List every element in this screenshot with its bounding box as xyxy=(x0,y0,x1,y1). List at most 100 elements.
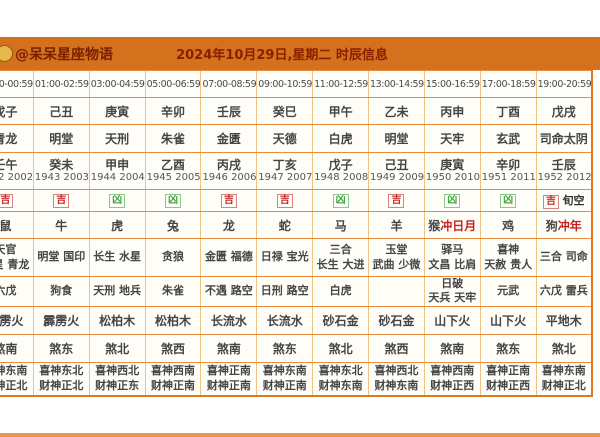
cell-time-range-8: 15:00-16:59 xyxy=(423,70,481,98)
cell-unlucky-gods-7 xyxy=(368,276,425,307)
cell-year-3: 乙酉 1945 2005 xyxy=(144,152,202,190)
cell-nayin-8: 山下火 xyxy=(423,305,481,335)
cell-fortune-directions-2: 喜神西北 财神正东 xyxy=(88,361,146,397)
cell-unlucky-gods-1: 狗食 xyxy=(32,276,90,307)
cell-fortune-directions-7: 喜神西北 财神东南 xyxy=(368,361,425,397)
luck-badge: 吉 xyxy=(220,194,237,208)
cell-sha-direction-0: 煞南 xyxy=(0,333,34,363)
cell-luck-1: 吉 xyxy=(32,189,90,212)
cell-time-range-1: 01:00-02:59 xyxy=(32,70,90,98)
cell-zodiac-3: 兔 xyxy=(144,211,202,239)
cell-zodiac-8: 猴冲日月 xyxy=(423,211,481,239)
cell-time-range-5: 09:00-10:59 xyxy=(256,70,314,98)
cell-sha-direction-7: 煞西 xyxy=(368,333,425,363)
top-banner: @呆呆星座物语 2024年10月29日,星期二 时辰信息 xyxy=(0,37,600,70)
luck-badge: 凶 xyxy=(332,194,349,208)
cell-unlucky-gods-3: 朱雀 xyxy=(144,276,202,307)
cell-luck-6: 凶 xyxy=(312,189,370,212)
cell-zodiac-4: 龙 xyxy=(200,211,258,239)
cell-nayin-2: 松柏木 xyxy=(88,305,146,335)
cell-huangdao-2: 天刑 xyxy=(88,124,146,153)
cell-lucky-gods-7: 玉堂 武曲 少微 xyxy=(368,238,425,277)
luck-badge: 凶 xyxy=(165,194,181,208)
cell-sha-direction-9: 煞东 xyxy=(479,333,537,363)
cell-zodiac-5: 蛇 xyxy=(256,211,314,239)
cell-nayin-row: 霹雳火霹雳火松柏木松柏木长流水长流水砂石金砂石金山下火山下火平地木 xyxy=(0,305,593,335)
cell-fortune-directions-9: 喜神正南 财神正西 xyxy=(479,361,537,397)
bottom-strip xyxy=(0,433,600,437)
cell-luck-4: 吉 xyxy=(200,189,258,212)
cell-luck-10: 吉 旬空 xyxy=(535,189,593,212)
cell-sha-direction-3: 煞西 xyxy=(144,333,202,363)
cell-time-range-9: 17:00-18:59 xyxy=(479,70,537,98)
cell-huangdao-8: 天牢 xyxy=(423,124,481,153)
cell-zodiac-2: 虎 xyxy=(88,211,146,239)
cell-zodiac-1: 牛 xyxy=(32,211,90,239)
hours-table-body: 子时丑时寅时卯时辰时巳时午时未时申时酉时戌时23:00-00:5901:00-0… xyxy=(0,37,593,397)
luck-badge: 凶 xyxy=(109,194,126,208)
cell-huangdao-0: 青龙 xyxy=(0,124,34,153)
cell-luck-9: 凶 xyxy=(479,189,537,212)
cell-fortune-directions-8: 喜神西南 财神正西 xyxy=(423,361,481,397)
brand: @呆呆星座物语 xyxy=(0,44,113,64)
cell-fortune-directions-row: 喜神东南财神正北喜神东北财神正北喜神西北财神正东喜神西南财神正南喜神正南财神正南… xyxy=(0,361,593,397)
cell-time-range-row: 23:00-00:5901:00-02:5903:00-04:5905:00-0… xyxy=(0,70,593,98)
cell-sha-direction-5: 煞东 xyxy=(256,333,314,363)
cell-sha-direction-8: 煞南 xyxy=(423,333,481,363)
cell-fortune-directions-5: 喜神东南 财神正南 xyxy=(256,361,314,397)
page-title: 2024年10月29日,星期二 时辰信息 xyxy=(176,48,388,63)
cell-time-range-7: 13:00-14:59 xyxy=(368,70,425,98)
cell-lucky-gods-5: 日禄 宝光 xyxy=(256,238,314,277)
cell-sha-direction-1: 煞东 xyxy=(32,333,90,363)
cell-sha-direction-6: 煞北 xyxy=(312,333,370,363)
cell-unlucky-gods-9: 元武 xyxy=(479,276,537,307)
cell-lucky-gods-0: 天官福星 青龙 xyxy=(0,238,34,277)
cell-unlucky-gods-5: 日刑 路空 xyxy=(256,276,314,307)
cell-lucky-gods-4: 金匮 福德 xyxy=(200,238,258,277)
cell-huangdao-5: 天德 xyxy=(256,124,314,153)
cell-huangdao-10: 司命太阴 xyxy=(535,124,593,153)
cell-huangdao-3: 朱雀 xyxy=(144,124,202,153)
cell-year-5: 丁亥 1947 2007 xyxy=(256,152,314,190)
hours-table: 子时丑时寅时卯时辰时巳时午时未时申时酉时戌时23:00-00:5901:00-0… xyxy=(0,37,593,397)
cell-lucky-gods-8: 驿马 文昌 比肩 xyxy=(423,238,481,277)
luck-badge: 吉 xyxy=(388,194,405,208)
cell-year-6: 戊子 1948 2008 xyxy=(312,152,370,190)
cell-nayin-5: 长流水 xyxy=(256,305,314,335)
luck-badge: 吉 xyxy=(543,195,560,209)
brand-label: @呆呆星座物语 xyxy=(15,46,113,63)
cell-huangdao-4: 金匮 xyxy=(200,124,258,153)
luck-badge: 凶 xyxy=(500,194,517,208)
almanac-card: { "header": { "brand": "@呆呆星座物语", "title… xyxy=(0,37,600,437)
cell-nayin-7: 砂石金 xyxy=(368,305,425,335)
cell-luck-7: 吉 xyxy=(368,189,425,212)
cell-luck-0: 吉 xyxy=(0,189,34,212)
cell-fortune-directions-1: 喜神东北 财神正北 xyxy=(32,361,90,397)
cell-unlucky-gods-0: 六戊 xyxy=(0,276,34,307)
cell-nayin-1: 霹雳火 xyxy=(32,305,90,335)
cell-unlucky-gods-2: 天刑 地兵 xyxy=(88,276,146,307)
luck-badge: 吉 xyxy=(0,194,14,208)
cell-year-1: 癸未 1943 2003 xyxy=(32,152,90,190)
cell-luck-5: 吉 xyxy=(256,189,314,212)
brand-avatar-icon xyxy=(0,45,13,62)
cell-zodiac-0: 鼠 xyxy=(0,211,34,239)
cell-sha-direction-2: 煞北 xyxy=(88,333,146,363)
cell-ganzhi-2: 庚寅 xyxy=(88,97,146,125)
cell-nayin-10: 平地木 xyxy=(535,305,593,335)
cell-ganzhi-4: 壬辰 xyxy=(200,97,258,125)
cell-unlucky-gods-8: 日破 天兵 天牢 xyxy=(423,276,481,307)
cell-fortune-directions-3: 喜神西南 财神正南 xyxy=(144,361,202,397)
cell-time-range-2: 03:00-04:59 xyxy=(88,70,146,98)
cell-lucky-gods-9: 喜神 天赦 贵人 xyxy=(479,238,537,277)
cell-huangdao-9: 玄武 xyxy=(479,124,537,153)
cell-ganzhi-5: 癸巳 xyxy=(256,97,314,125)
cell-unlucky-gods-10: 六戊 雷兵 xyxy=(535,276,593,307)
cell-ganzhi-3: 辛卯 xyxy=(144,97,202,125)
cell-sha-direction-row: 煞南煞东煞北煞西煞南煞东煞北煞西煞南煞东煞北 xyxy=(0,333,593,363)
cell-zodiac-6: 马 xyxy=(312,211,370,239)
cell-ganzhi-7: 乙未 xyxy=(368,97,425,125)
cell-lucky-gods-1: 明堂 国印 xyxy=(32,238,90,277)
cell-zodiac-10: 狗冲年 xyxy=(535,211,593,239)
